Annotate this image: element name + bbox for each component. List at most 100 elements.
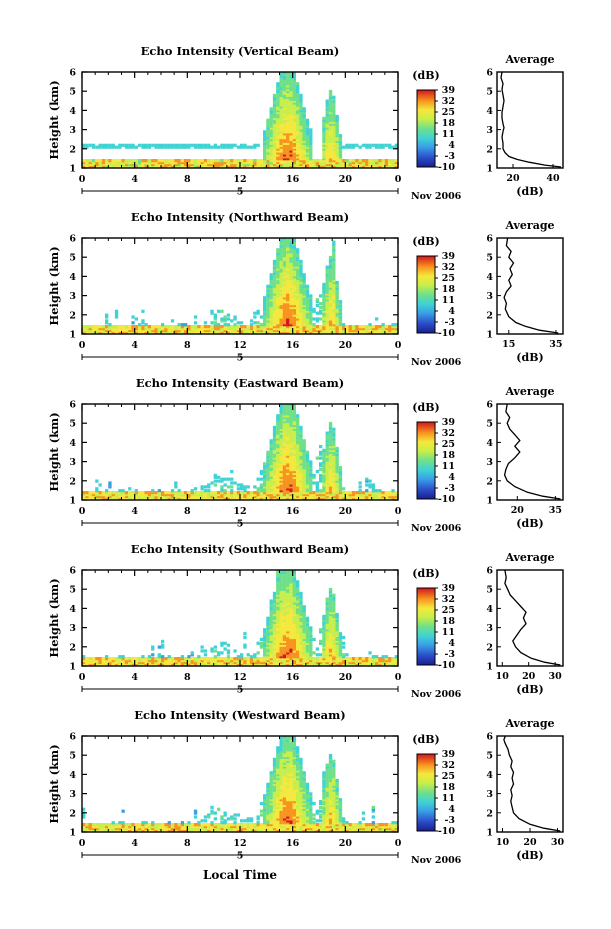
x-tick-label: 8 <box>184 672 191 683</box>
x-tick-label: 16 <box>286 174 300 185</box>
profile-frame <box>496 735 564 833</box>
profile-x-tick-label: 30 <box>548 671 562 682</box>
profile-y-tick-label: 3 <box>486 291 493 302</box>
colorbar-tick-label: 25 <box>442 605 455 616</box>
y-tick-label: 6 <box>69 732 76 743</box>
colorbar-tick-label: -10 <box>438 660 456 671</box>
profile-y-tick-label: 1 <box>486 662 493 673</box>
profile-y-tick-label: 1 <box>486 496 493 507</box>
colorbar-tick-label: 25 <box>442 439 455 450</box>
y-tick-label: 3 <box>69 291 76 302</box>
day-marker: 5 <box>237 685 244 696</box>
date-label: Nov 2006 <box>411 523 462 534</box>
colorbar-unit: (dB) <box>412 567 439 580</box>
profile-x-tick-label: 35 <box>549 339 562 350</box>
profile-title: Average <box>504 717 554 730</box>
y-tick-label: 1 <box>69 496 76 507</box>
profile-x-label: (dB) <box>516 351 543 364</box>
x-tick-label: 4 <box>131 838 138 849</box>
x-tick-label: 16 <box>286 672 300 683</box>
day-marker: 5 <box>237 851 244 862</box>
profile-y-tick-label: 5 <box>486 419 493 430</box>
date-label: Nov 2006 <box>411 689 462 700</box>
panel-title: Echo Intensity (Southward Beam) <box>131 542 349 556</box>
colorbar-tick-label: -3 <box>444 815 455 826</box>
profile-y-tick-label: 1 <box>486 828 493 839</box>
colorbar-tick-label: 18 <box>442 616 456 627</box>
x-tick-label: 12 <box>233 838 246 849</box>
date-label: Nov 2006 <box>411 191 462 202</box>
colorbar-tick-label: -3 <box>444 151 455 162</box>
profile-y-tick-label: 2 <box>486 642 493 653</box>
x-tick-label: 16 <box>286 838 300 849</box>
x-tick-label: 8 <box>184 506 191 517</box>
x-axis-label: Local Time <box>203 868 277 882</box>
x-tick-label: 20 <box>339 340 353 351</box>
panel-title: Echo Intensity (Vertical Beam) <box>141 44 340 58</box>
x-tick-label: 8 <box>184 340 191 351</box>
x-tick-label: 12 <box>233 506 246 517</box>
x-tick-label: 0 <box>395 672 402 683</box>
y-tick-label: 6 <box>69 566 76 577</box>
colorbar-tick-label: 18 <box>442 118 456 129</box>
y-tick-label: 6 <box>69 234 76 245</box>
y-tick-label: 4 <box>69 106 76 117</box>
profile-line <box>500 71 562 168</box>
y-tick-label: 4 <box>69 272 76 283</box>
y-axis-label: Height (km) <box>47 578 61 657</box>
colorbar <box>416 89 436 168</box>
x-tick-label: 0 <box>395 340 402 351</box>
day-marker: 5 <box>237 353 244 364</box>
x-tick-label: 0 <box>79 506 86 517</box>
profile-frame <box>496 237 564 335</box>
profile-y-tick-label: 5 <box>486 253 493 264</box>
colorbar-unit: (dB) <box>412 235 439 248</box>
x-tick-label: 8 <box>184 174 191 185</box>
colorbar-tick-label: 11 <box>442 129 455 140</box>
y-tick-label: 1 <box>69 828 76 839</box>
x-tick-label: 12 <box>233 340 246 351</box>
y-tick-label: 2 <box>69 144 76 155</box>
x-tick-label: 0 <box>79 340 86 351</box>
profile-y-tick-label: 2 <box>486 808 493 819</box>
y-tick-label: 1 <box>69 164 76 175</box>
colorbar-unit: (dB) <box>412 401 439 414</box>
colorbar-tick-label: 11 <box>442 295 455 306</box>
x-tick-label: 12 <box>233 174 246 185</box>
x-tick-label: 20 <box>339 672 353 683</box>
colorbar-tick-label: 4 <box>448 306 455 317</box>
x-tick-label: 4 <box>131 672 138 683</box>
colorbar-tick-label: 39 <box>442 417 456 428</box>
profile-x-tick-label: 30 <box>551 837 565 848</box>
y-tick-label: 2 <box>69 642 76 653</box>
plot-frame <box>81 735 399 833</box>
profile-y-tick-label: 2 <box>486 310 493 321</box>
colorbar-tick-label: -3 <box>444 317 455 328</box>
profile-y-tick-label: 2 <box>486 144 493 155</box>
profile-y-tick-label: 6 <box>486 234 493 245</box>
profile-y-tick-label: 6 <box>486 566 493 577</box>
heatmap-cells <box>82 404 398 500</box>
heatmap-cells <box>82 736 398 832</box>
plot-frame <box>81 237 399 335</box>
colorbar-unit: (dB) <box>412 69 439 82</box>
profile-y-tick-label: 4 <box>486 438 493 449</box>
colorbar-tick-label: 18 <box>442 450 456 461</box>
day-marker: 5 <box>237 519 244 530</box>
profile-x-tick-label: 20 <box>523 837 537 848</box>
day-marker: 5 <box>237 187 244 198</box>
x-tick-label: 4 <box>131 506 138 517</box>
profile-y-tick-label: 5 <box>486 87 493 98</box>
heatmap-cells <box>82 72 398 168</box>
colorbar <box>416 753 436 832</box>
x-tick-label: 4 <box>131 174 138 185</box>
profile-x-label: (dB) <box>516 185 543 198</box>
y-tick-label: 5 <box>69 87 76 98</box>
profile-frame <box>496 569 564 667</box>
profile-y-tick-label: 5 <box>486 585 493 596</box>
profile-x-tick-label: 20 <box>511 505 525 516</box>
x-tick-label: 4 <box>131 340 138 351</box>
profile-y-tick-label: 1 <box>486 330 493 341</box>
